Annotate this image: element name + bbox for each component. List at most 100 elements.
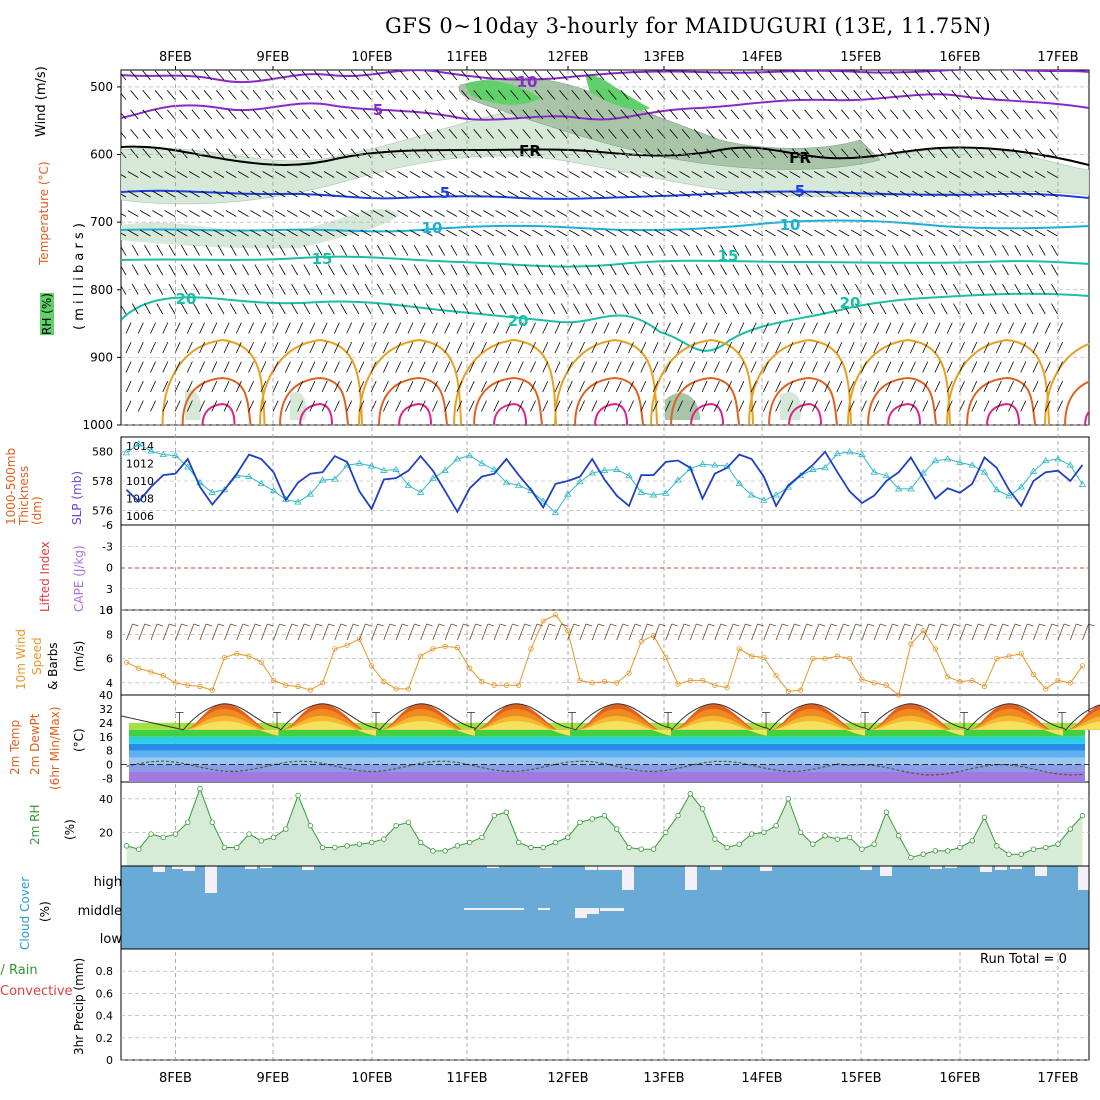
wind-barb <box>358 361 365 373</box>
wind-barb <box>681 148 691 159</box>
wind-barb <box>838 229 850 237</box>
wind-barb <box>867 264 875 276</box>
wind-barb <box>757 303 764 315</box>
wind-barb <box>560 283 568 295</box>
wind-barb <box>291 283 298 295</box>
rh-marker <box>368 839 375 846</box>
wind-barb <box>1032 380 1039 393</box>
frame-precip <box>120 948 1090 1061</box>
temp-contour-30 <box>966 376 1037 425</box>
wind-barb <box>640 322 647 334</box>
wind-barb <box>948 171 960 178</box>
wind-barb <box>579 380 585 393</box>
wind-barb <box>806 264 813 276</box>
wind-barb <box>959 380 965 393</box>
wind-barb <box>519 171 531 178</box>
wind-barb <box>989 244 997 256</box>
wind10m-barb-flag <box>340 623 347 627</box>
wind-barb <box>360 210 372 217</box>
wind-barb <box>777 171 789 178</box>
wind-barb <box>346 380 353 393</box>
wind10m-barb <box>1069 623 1077 641</box>
wind10m-barb-flag <box>830 623 838 627</box>
wind-barb <box>1046 171 1058 178</box>
wind-barb <box>333 361 340 373</box>
wind-barb <box>434 229 445 237</box>
precip-conv-label: Convective <box>0 984 73 999</box>
wind-barb <box>899 190 911 198</box>
wind10m-barb <box>555 623 562 641</box>
wind-barb <box>910 322 916 334</box>
wind-barb <box>395 400 402 412</box>
wind-barb <box>953 244 960 256</box>
wind-barb <box>689 341 696 354</box>
wind-barb <box>121 73 127 81</box>
wind-barb <box>328 283 335 295</box>
wind-barb <box>965 264 973 276</box>
wind-barb <box>703 171 715 178</box>
wind-barb <box>240 109 249 120</box>
wind-barb <box>985 210 997 217</box>
wind-barb <box>718 129 727 139</box>
wind-barb <box>850 190 862 198</box>
wind-barb <box>389 264 396 276</box>
slp-marker <box>821 464 829 471</box>
wind-barb <box>824 341 831 354</box>
wind-barb <box>703 210 715 217</box>
wind-barb <box>121 131 127 139</box>
wind10m-marker <box>454 645 461 651</box>
wind10m-marker <box>932 646 939 652</box>
wind-barb <box>628 400 634 412</box>
wind-barb <box>216 109 225 120</box>
wind-barb <box>877 148 887 159</box>
diurnal-contours <box>161 338 1089 425</box>
rh-label: RH (%) <box>40 293 54 335</box>
wind-barb <box>615 361 622 373</box>
wind-barb <box>213 229 225 237</box>
wind10m-marker <box>736 646 742 652</box>
wind-barb <box>252 109 262 120</box>
cloud-level-label: low <box>100 932 123 947</box>
wind-barb <box>683 303 691 315</box>
wind-barb <box>922 361 929 373</box>
wind-barb <box>303 264 311 276</box>
cloud-high-bar <box>930 866 942 869</box>
wind-barb <box>738 341 745 354</box>
wind-barb <box>507 229 519 237</box>
wind-barb <box>652 400 659 412</box>
wind-barb <box>301 129 311 139</box>
cloud-high-bar <box>487 866 499 868</box>
wind10m-marker <box>957 679 963 685</box>
wind-barb <box>548 303 556 315</box>
wind-barb <box>544 171 556 178</box>
temp-tick-label: -8 <box>102 773 113 786</box>
wind10m-barb <box>591 623 599 641</box>
wind-barb <box>824 400 831 412</box>
wind-barb <box>755 109 764 120</box>
wind-barb <box>689 322 696 334</box>
wind-barb <box>571 148 580 159</box>
wind-barb <box>573 264 580 276</box>
wind-barb <box>726 380 733 393</box>
date-label-bottom: 17FEB <box>1037 1071 1078 1086</box>
wind-barb <box>946 322 953 334</box>
wind-barb <box>804 109 813 120</box>
wind-barb <box>666 171 678 178</box>
wind10m-marker <box>675 681 681 687</box>
wind-barb <box>646 244 654 256</box>
wind-barb <box>556 229 568 237</box>
wind10m-barb-flag <box>818 623 825 627</box>
wind-barb <box>370 380 377 393</box>
wind-barb <box>885 341 892 354</box>
wind-barb <box>848 361 855 373</box>
wind-barb <box>375 70 384 81</box>
slp-marker <box>686 464 694 472</box>
wind-barb <box>681 109 691 120</box>
wind-barb <box>254 244 262 256</box>
rh-marker <box>185 819 191 826</box>
wind-barb <box>977 303 985 315</box>
temp-hump <box>379 721 475 736</box>
wind10m-marker <box>246 653 252 659</box>
wind-barb <box>289 109 298 120</box>
wind-barb <box>166 109 176 120</box>
